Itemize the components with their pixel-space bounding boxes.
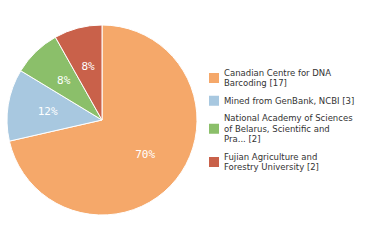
legend-item: Fujian Agriculture andForestry Universit…	[209, 152, 319, 173]
pie-slice	[55, 25, 102, 120]
data-labels: 70% 12% 8% 8%	[38, 60, 156, 161]
pie	[7, 25, 197, 215]
data-label: 70%	[135, 148, 155, 161]
legend-item: Mined from GenBank, NCBI [3]	[209, 96, 354, 106]
legend-label: Canadian Centre for DNABarcoding [17]	[224, 68, 331, 89]
legend-swatch	[209, 157, 219, 167]
chart: 70% 12% 8% 8% Canadian Centre for DNABarcodi…	[0, 0, 380, 240]
legend-label: Fujian Agriculture andForestry Universit…	[224, 152, 319, 173]
data-label: 8%	[57, 74, 71, 87]
data-label: 8%	[81, 60, 95, 73]
legend-label: Mined from GenBank, NCBI [3]	[224, 96, 354, 106]
legend-swatch	[209, 73, 219, 83]
legend-swatch	[209, 96, 219, 106]
legend: Canadian Centre for DNABarcoding [17] Min…	[209, 68, 354, 173]
legend-swatch	[209, 124, 219, 134]
data-label: 12%	[38, 105, 58, 118]
legend-item: National Academy of Sciencesof Belarus, …	[209, 113, 353, 144]
legend-item: Canadian Centre for DNABarcoding [17]	[209, 68, 331, 89]
legend-label: National Academy of Sciencesof Belarus, …	[224, 113, 353, 144]
